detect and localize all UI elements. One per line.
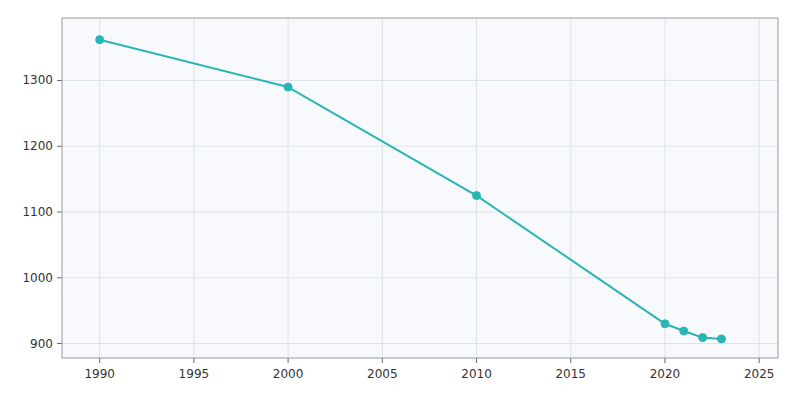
x-tick-label: 2015 [555,367,586,381]
y-grid-line [62,277,778,278]
x-tick [99,358,100,363]
plot-frame [62,18,778,358]
y-tick [57,80,62,81]
x-grid-line [382,18,383,358]
y-tick-label: 1100 [22,205,53,219]
x-grid-line [476,18,477,358]
x-tick [193,358,194,363]
chart-svg: 1990 1995 2000 2005 2010 2015 2020 2025 900 1000 1… [0,0,800,400]
chart-container: 1990 1995 2000 2005 2010 2015 2020 2025 900 1000 1… [0,0,800,400]
x-grid-line [193,18,194,358]
y-tick [57,146,62,147]
data-point [661,320,669,328]
data-point [680,327,688,335]
data-point [96,36,104,44]
x-tick-label: 2000 [273,367,304,381]
x-grid-line [288,18,289,358]
y-grid-line [62,343,778,344]
data-point [717,335,725,343]
y-tick [57,277,62,278]
grid [62,18,778,358]
x-grid-line [759,18,760,358]
data-line [100,40,722,339]
x-tick-label: 2010 [461,367,492,381]
x-grid-line [664,18,665,358]
x-grid-line [99,18,100,358]
y-tick-label: 1200 [22,139,53,153]
plot-background [62,18,778,358]
y-tick [57,212,62,213]
y-tick-label: 1300 [22,73,53,87]
x-tick-label: 1995 [179,367,210,381]
x-tick-label: 2025 [744,367,775,381]
data-point [699,334,707,342]
y-grid-line [62,146,778,147]
series [96,36,726,343]
y-tick-label: 900 [30,337,53,351]
y-tick [57,343,62,344]
x-tick [570,358,571,363]
x-tick [382,358,383,363]
tick-labels: 1990 1995 2000 2005 2010 2015 2020 2025 900 1000 1… [22,73,774,381]
x-tick-label: 1990 [84,367,115,381]
data-point [284,83,292,91]
x-tick [664,358,665,363]
y-grid-line [62,212,778,213]
x-tick [288,358,289,363]
y-grid-line [62,80,778,81]
x-tick [476,358,477,363]
x-grid-line [570,18,571,358]
y-tick-label: 1000 [22,271,53,285]
x-tick [759,358,760,363]
data-point [473,192,481,200]
x-tick-label: 2020 [650,367,681,381]
x-tick-label: 2005 [367,367,398,381]
